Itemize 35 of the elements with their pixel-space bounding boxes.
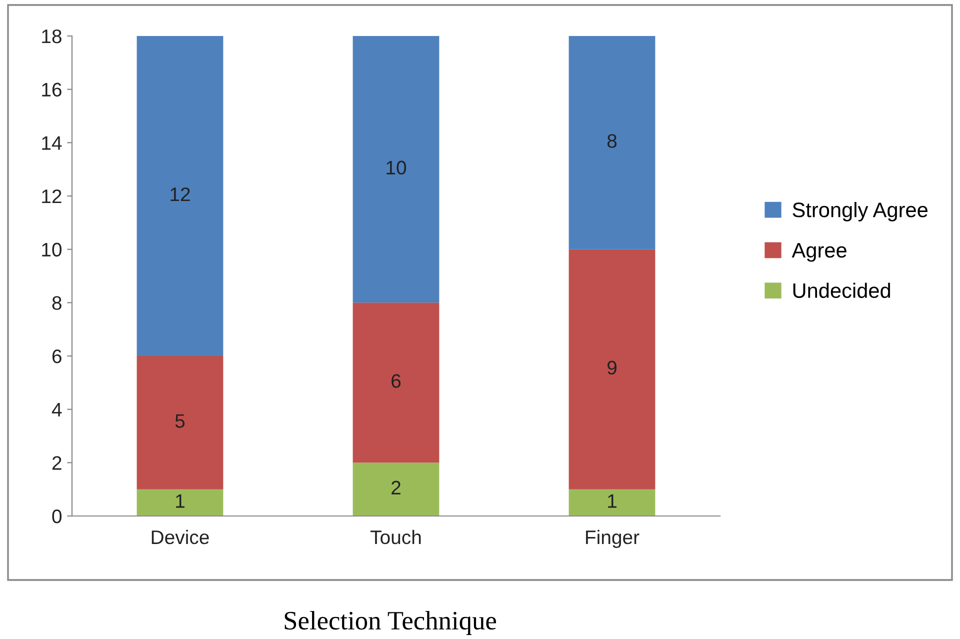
data-label: 8 bbox=[607, 134, 617, 148]
y-tick-label: 12 bbox=[42, 189, 62, 204]
y-tick-label: 8 bbox=[52, 296, 62, 310]
data-label: 10 bbox=[386, 160, 406, 175]
bar bbox=[136, 36, 224, 356]
data-label: 12 bbox=[170, 187, 190, 202]
x-tick-label: Device bbox=[152, 530, 209, 544]
bar bbox=[568, 249, 656, 490]
bar bbox=[568, 36, 656, 250]
x-tick-label: Finger bbox=[586, 530, 640, 548]
bar bbox=[568, 489, 656, 516]
y-tick-label: 10 bbox=[42, 242, 62, 257]
y-tick-label: 0 bbox=[52, 509, 62, 524]
y-tick-label: 2 bbox=[52, 456, 62, 470]
y-tick-label: 14 bbox=[42, 136, 62, 150]
legend-label: Strongly Agree bbox=[792, 202, 928, 222]
x-tick-label: Touch bbox=[370, 530, 421, 544]
data-label: 1 bbox=[608, 494, 616, 508]
x-axis-title: Selection Technique bbox=[284, 611, 496, 635]
data-label: 9 bbox=[608, 360, 616, 375]
legend-label: Agree bbox=[792, 243, 846, 262]
bar bbox=[352, 36, 440, 303]
y-tick-label: 16 bbox=[42, 82, 62, 97]
data-label: 6 bbox=[392, 374, 401, 388]
data-label: 2 bbox=[392, 480, 400, 494]
y-tick-label: 18 bbox=[42, 29, 62, 44]
bar bbox=[136, 356, 224, 490]
legend-label: Undecided bbox=[793, 282, 890, 298]
data-label: 1 bbox=[176, 494, 184, 508]
bar bbox=[352, 462, 440, 516]
data-label: 5 bbox=[175, 414, 185, 428]
y-tick-label: 6 bbox=[52, 349, 62, 364]
y-tick-label: 4 bbox=[52, 403, 62, 416]
bar bbox=[136, 489, 224, 516]
bar bbox=[352, 302, 440, 463]
